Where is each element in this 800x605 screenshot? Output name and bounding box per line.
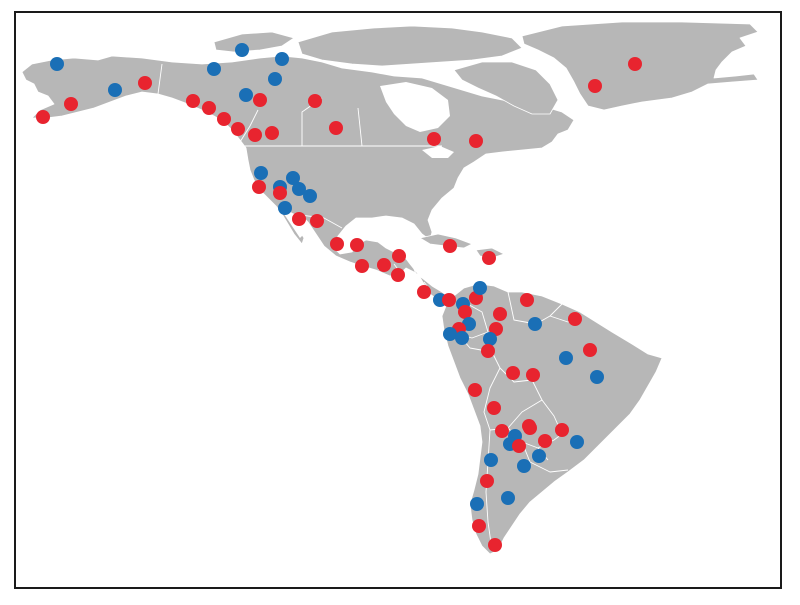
marker-blue-arctic-island-1[interactable] bbox=[235, 43, 249, 57]
marker-blue-us-west-4[interactable] bbox=[292, 182, 306, 196]
marker-red-mexico-north-2[interactable] bbox=[310, 214, 324, 228]
marker-blue-us-west-1[interactable] bbox=[254, 166, 268, 180]
great-lakes bbox=[422, 146, 454, 158]
marker-red-mexico-north-1[interactable] bbox=[292, 212, 306, 226]
marker-red-mexico-south-1[interactable] bbox=[355, 259, 369, 273]
marker-red-central-america-1[interactable] bbox=[377, 258, 391, 272]
marker-blue-alaska-west[interactable] bbox=[50, 57, 64, 71]
marker-red-peru-north[interactable] bbox=[481, 344, 495, 358]
marker-blue-brazil-east[interactable] bbox=[590, 370, 604, 384]
marker-red-us-west-8[interactable] bbox=[273, 186, 287, 200]
marker-red-paraguay-1[interactable] bbox=[555, 423, 569, 437]
marker-red-canada-central-3[interactable] bbox=[329, 121, 343, 135]
baffin-island-shape bbox=[453, 61, 559, 115]
marker-red-canada-west-6[interactable] bbox=[265, 126, 279, 140]
marker-red-paraguay-2[interactable] bbox=[522, 419, 536, 433]
marker-red-hispaniola[interactable] bbox=[482, 251, 496, 265]
marker-blue-us-west-6[interactable] bbox=[278, 201, 292, 215]
marker-red-peru-north-2[interactable] bbox=[583, 343, 597, 357]
marker-blue-argentina-north-2[interactable] bbox=[517, 459, 531, 473]
marker-red-canada-west-3[interactable] bbox=[217, 112, 231, 126]
marker-red-mexico-central-2[interactable] bbox=[350, 238, 364, 252]
marker-blue-colombia-5[interactable] bbox=[473, 281, 487, 295]
marker-red-brazil-north[interactable] bbox=[506, 366, 520, 380]
south-america-shape bbox=[441, 283, 663, 555]
marker-red-canada-west-4[interactable] bbox=[231, 122, 245, 136]
marker-red-greenland-east[interactable] bbox=[628, 57, 642, 71]
marker-red-ontario[interactable] bbox=[427, 132, 441, 146]
marker-blue-ecuador-1[interactable] bbox=[443, 327, 457, 341]
hudson-bay bbox=[380, 82, 450, 132]
marker-red-us-west-7[interactable] bbox=[252, 180, 266, 194]
land-layer bbox=[21, 21, 759, 555]
marker-red-canada-central-2[interactable] bbox=[308, 94, 322, 108]
arctic-islands-shape bbox=[213, 31, 295, 53]
marker-red-chile-central[interactable] bbox=[480, 474, 494, 488]
marker-red-colombia-6[interactable] bbox=[458, 305, 472, 319]
marker-blue-argentina-north-3[interactable] bbox=[484, 453, 498, 467]
marker-red-peru-south[interactable] bbox=[487, 401, 501, 415]
marker-red-bolivia-5[interactable] bbox=[512, 439, 526, 453]
marker-red-bolivia-3[interactable] bbox=[538, 434, 552, 448]
marker-red-guyana[interactable] bbox=[568, 312, 582, 326]
marker-red-quebec[interactable] bbox=[469, 134, 483, 148]
marker-red-canada-west-2[interactable] bbox=[202, 101, 216, 115]
marker-red-central-america-3[interactable] bbox=[391, 268, 405, 282]
marker-layer bbox=[36, 43, 642, 552]
marker-red-cuba[interactable] bbox=[443, 239, 457, 253]
marker-blue-argentina-north-1[interactable] bbox=[532, 449, 546, 463]
marker-blue-nwt-3[interactable] bbox=[239, 88, 253, 102]
marker-red-greenland-south[interactable] bbox=[588, 79, 602, 93]
marker-red-peru-central-2[interactable] bbox=[468, 383, 482, 397]
map-frame bbox=[14, 11, 782, 589]
marker-red-canada-central-1[interactable] bbox=[253, 93, 267, 107]
marker-blue-chile-south[interactable] bbox=[470, 497, 484, 511]
marker-red-canada-west-1[interactable] bbox=[186, 94, 200, 108]
alaska-border bbox=[157, 63, 163, 95]
marker-red-yukon[interactable] bbox=[138, 76, 152, 90]
marker-red-venezuela-2[interactable] bbox=[520, 293, 534, 307]
marker-blue-brazil-south[interactable] bbox=[570, 435, 584, 449]
marker-blue-alaska-interior[interactable] bbox=[108, 83, 122, 97]
marker-blue-ecuador-2[interactable] bbox=[455, 331, 469, 345]
marker-red-peru-south-2[interactable] bbox=[495, 424, 509, 438]
marker-red-panama[interactable] bbox=[417, 285, 431, 299]
americas-map bbox=[21, 21, 759, 555]
marker-blue-brazil-amazon[interactable] bbox=[559, 351, 573, 365]
marker-red-venezuela-1[interactable] bbox=[493, 307, 507, 321]
marker-blue-venezuela-3[interactable] bbox=[528, 317, 542, 331]
marker-blue-arctic-island-2[interactable] bbox=[275, 52, 289, 66]
marker-red-central-america-2[interactable] bbox=[392, 249, 406, 263]
marker-blue-argentina-central[interactable] bbox=[501, 491, 515, 505]
marker-red-alaska-southwest[interactable] bbox=[36, 110, 50, 124]
marker-red-peru-central[interactable] bbox=[526, 368, 540, 382]
marker-blue-nwt-2[interactable] bbox=[268, 72, 282, 86]
marker-red-patagonia-2[interactable] bbox=[488, 538, 502, 552]
marker-blue-ecuador-4[interactable] bbox=[483, 332, 497, 346]
arctic-islands-shape-2 bbox=[297, 25, 523, 67]
marker-red-alaska-south[interactable] bbox=[64, 97, 78, 111]
marker-red-colombia-2[interactable] bbox=[442, 293, 456, 307]
marker-red-patagonia-1[interactable] bbox=[472, 519, 486, 533]
marker-blue-us-west-5[interactable] bbox=[303, 189, 317, 203]
marker-blue-nwt-1[interactable] bbox=[207, 62, 221, 76]
marker-red-mexico-central-1[interactable] bbox=[330, 237, 344, 251]
marker-red-canada-west-5[interactable] bbox=[248, 128, 262, 142]
marker-blue-us-west-2[interactable] bbox=[286, 171, 300, 185]
